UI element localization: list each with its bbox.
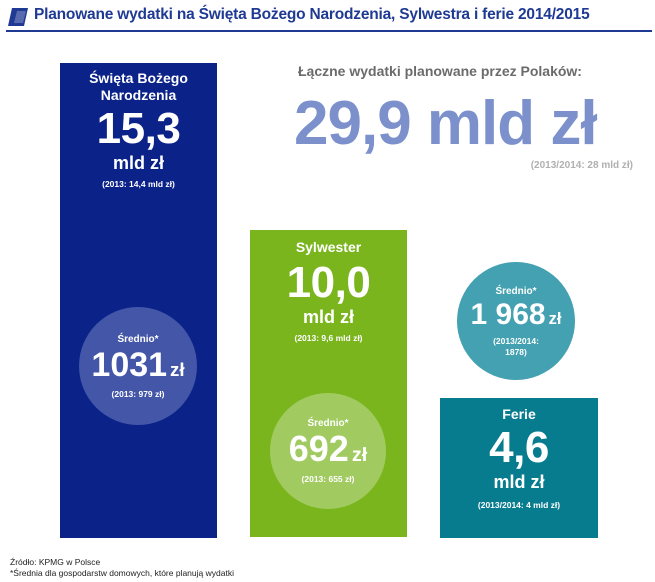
circle-swieta-value: 1031 [91,345,168,384]
bar-swieta-previous: (2013: 14,4 mld zł) [102,179,175,189]
bar-sylwester-previous: (2013: 9,6 mld zł) [294,333,363,343]
circle-avg-sylwester: Średnio* 692 zł (2013: 655 zł) [270,393,386,509]
bar-swieta-value: 15,3 [96,104,181,153]
total-value: 29,9 mld zł [294,89,598,158]
circle-ferie-label: Średnio* [495,285,537,297]
circle-sylwester-value-wrap: 692 zł [289,430,367,474]
page-title: Planowane wydatki na Święta Bożego Narod… [34,6,590,23]
bar-ferie-unit: mld zł [493,472,545,492]
circle-swieta-unit: zł [170,358,185,380]
circle-ferie-unit: zł [548,309,562,328]
bar-swieta-label: Święta Bożego Narodzenia [89,70,188,103]
circle-ferie-value: 1 968 [470,297,546,331]
circle-ferie-previous: (2013/2014: 1878) [493,335,539,357]
circle-swieta-previous: (2013: 979 zł) [111,388,165,399]
bar-ferie-previous: (2013/2014: 4 mld zł) [477,500,561,510]
bar-swieta: Święta Bożego Narodzenia 15,3 mld zł (20… [60,63,217,538]
circle-avg-ferie: Średnio* 1 968 zł (2013/2014: 1878) [457,262,575,380]
circle-sylwester-unit: zł [351,444,368,466]
header-divider [6,30,652,32]
circle-sylwester-label: Średnio* [307,418,349,429]
circle-sylwester-previous: (2013: 655 zł) [301,474,355,484]
bar-swieta-unit: mld zł [112,153,164,173]
bar-sylwester-label: Sylwester [295,239,362,255]
circle-sylwester-value: 692 [288,428,349,469]
circle-swieta-value-wrap: 1031 zł [91,346,184,389]
total-previous: (2013/2014: 28 mld zł) [530,160,633,171]
bar-ferie-value: 4,6 [489,423,549,472]
bar-ferie-label: Ferie [502,406,536,422]
bar-sylwester-unit: mld zł [302,307,354,327]
footnote: *Średnia dla gospodarstw domowych, które… [10,568,234,578]
bar-sylwester-value: 10,0 [286,258,371,307]
circle-ferie-value-wrap: 1 968 zł [471,298,562,336]
total-label: Łączne wydatki planowane przez Polaków: [298,63,582,79]
source-note: Źródło: KPMG w Polsce [10,557,101,567]
bar-ferie: Ferie 4,6 mld zł (2013/2014: 4 mld zł) [440,398,598,538]
circle-avg-swieta: Średnio* 1031 zł (2013: 979 zł) [79,307,197,425]
circle-swieta-label: Średnio* [117,333,159,345]
footer: Źródło: KPMG w Polsce *Średnia dla gospo… [10,557,234,579]
header-logo-icon [8,8,28,26]
